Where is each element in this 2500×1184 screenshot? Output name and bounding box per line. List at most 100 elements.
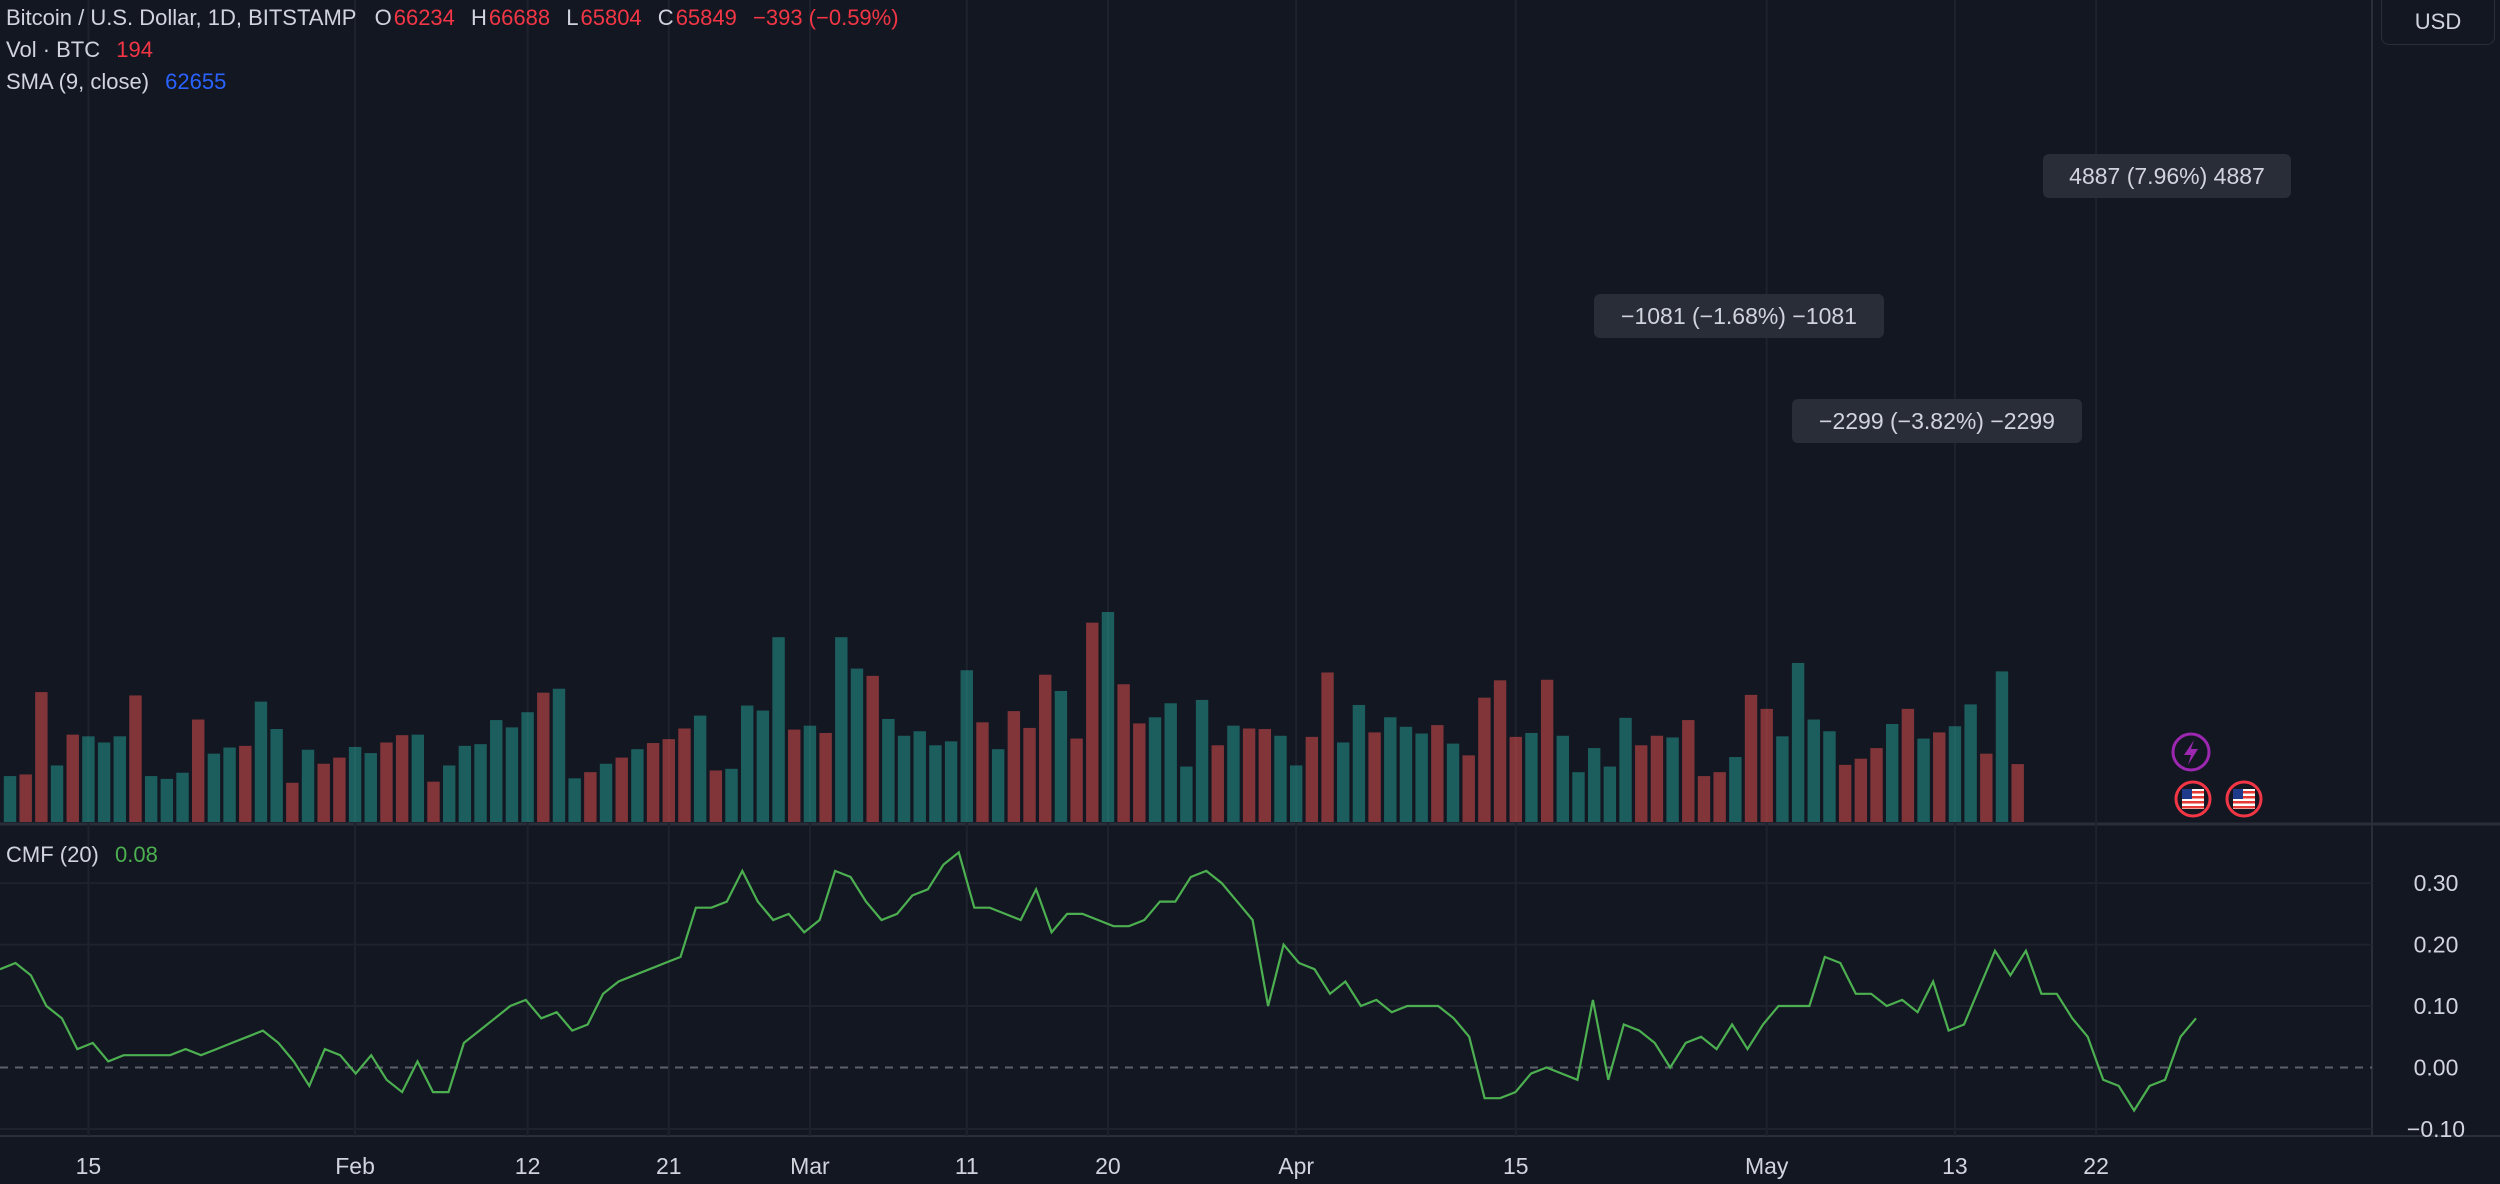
- time-axis-label: 21: [656, 1153, 682, 1179]
- lightning-bolt-icon: [2184, 740, 2198, 765]
- time-axis-label: 22: [2083, 1153, 2109, 1179]
- cmf-axis-label: 0.30: [2414, 870, 2459, 896]
- measure-annotation-box: [2043, 154, 2291, 198]
- volume-bar: [1133, 723, 1146, 822]
- volume-bar: [1948, 726, 1962, 822]
- volume-bar: [1070, 738, 1083, 822]
- symbol-name[interactable]: Bitcoin / U.S. Dollar, 1D, BITSTAMP: [6, 5, 357, 30]
- volume-bar: [254, 701, 268, 822]
- volume-bar: [395, 735, 409, 822]
- volume-bar: [1729, 757, 1742, 822]
- volume-bar: [1227, 725, 1240, 822]
- sma-value: 62655: [165, 69, 227, 94]
- volume-bar: [207, 753, 221, 822]
- volume-bar: [458, 745, 472, 822]
- symbol-legend: Bitcoin / U.S. Dollar, 1D, BITSTAMP O662…: [6, 4, 901, 32]
- volume-bar: [1007, 711, 1021, 822]
- measure-annotation-text: 4887 (7.96%) 4887: [2069, 163, 2265, 189]
- volume-bar: [960, 670, 973, 822]
- cmf-axis-label: 0.10: [2414, 993, 2459, 1019]
- time-axis-label: 11: [955, 1153, 979, 1179]
- volume-bar: [1540, 679, 1554, 822]
- volume-bar: [223, 747, 236, 822]
- volume-bar: [1242, 728, 1256, 822]
- volume-bar: [1760, 708, 1773, 822]
- volume-bar: [537, 692, 550, 822]
- time-axis-label: 15: [1503, 1153, 1529, 1179]
- volume-bar: [662, 739, 675, 822]
- volume-bar: [1023, 727, 1036, 822]
- volume-bar: [317, 763, 330, 822]
- volume-bar: [1807, 719, 1820, 822]
- volume-bar: [286, 782, 299, 822]
- measure-annotation-box: [1792, 399, 2082, 443]
- volume-bar: [364, 753, 377, 822]
- volume-bar: [82, 736, 95, 822]
- volume-bar: [552, 688, 566, 822]
- us-flag-event-icon-canton: [2182, 789, 2192, 799]
- volume-bar: [97, 742, 111, 822]
- volume-bar: [646, 743, 660, 822]
- volume-bar: [1211, 745, 1224, 822]
- volume-bar: [1525, 732, 1538, 822]
- us-flag-event-icon[interactable]: [2174, 780, 2212, 818]
- time-axis-label: Feb: [335, 1153, 375, 1179]
- volume-bar: [1635, 745, 1648, 822]
- us-flag-event-icon[interactable]: [2225, 780, 2263, 818]
- volume-bar: [1321, 672, 1334, 822]
- currency-button[interactable]: USD: [2381, 0, 2495, 45]
- volume-bar: [1258, 729, 1271, 822]
- volume-bar: [129, 695, 142, 822]
- time-axis-label: Apr: [1278, 1153, 1314, 1179]
- volume-bar: [803, 725, 817, 822]
- volume-bar: [113, 736, 126, 822]
- volume-bar: [1791, 662, 1805, 822]
- volume-bar: [35, 692, 48, 822]
- volume-bar: [442, 765, 456, 822]
- volume-bar: [678, 728, 691, 822]
- volume-bar: [380, 742, 393, 822]
- time-axis-label: 15: [76, 1153, 102, 1179]
- volume-bar: [1164, 703, 1177, 822]
- volume-bar: [1650, 735, 1664, 822]
- cmf-label[interactable]: CMF (20): [6, 842, 99, 867]
- volume-bar: [1964, 704, 1977, 822]
- volume-bar: [2011, 764, 2024, 822]
- volume-bar: [568, 778, 581, 822]
- volume-label[interactable]: Vol · BTC: [6, 37, 101, 62]
- us-flag-event-icon-stripe: [2233, 791, 2255, 794]
- volume-value: 194: [116, 37, 153, 62]
- volume-bar: [1337, 742, 1350, 822]
- open-value: 66234: [393, 5, 455, 30]
- volume-bar: [1682, 720, 1695, 822]
- volume-bar: [1556, 735, 1570, 822]
- volume-bar: [176, 772, 189, 822]
- volume-bar: [615, 757, 628, 822]
- us-flag-event-icon-stripe: [2182, 796, 2204, 799]
- volume-bar: [1478, 697, 1491, 822]
- cmf-value: 0.08: [115, 842, 158, 867]
- volume-bar: [348, 746, 362, 822]
- sma-label[interactable]: SMA (9, close): [6, 69, 150, 94]
- close-value: 65849: [675, 5, 737, 30]
- cmf-axis-label: 0.20: [2414, 932, 2459, 958]
- volume-bar: [66, 734, 79, 822]
- volume-legend: Vol · BTC 194: [6, 36, 155, 64]
- volume-bar: [1101, 612, 1115, 822]
- volume-bar: [160, 778, 174, 822]
- high-value: 66688: [488, 5, 551, 30]
- volume-bar: [490, 720, 503, 822]
- volume-bar: [1289, 765, 1303, 822]
- cmf-legend: CMF (20) 0.08: [6, 841, 160, 869]
- volume-bar: [1838, 764, 1852, 822]
- volume-bar: [411, 734, 425, 822]
- volume-bar: [1368, 732, 1381, 822]
- change-value: −393 (−0.59%): [753, 5, 899, 30]
- volume-bar: [1086, 622, 1099, 822]
- volume-bar: [1980, 753, 1993, 822]
- volume-bar: [866, 675, 879, 822]
- volume-bar: [50, 765, 64, 822]
- time-axis-label: May: [1745, 1153, 1789, 1179]
- us-flag-event-icon-canton: [2233, 789, 2243, 799]
